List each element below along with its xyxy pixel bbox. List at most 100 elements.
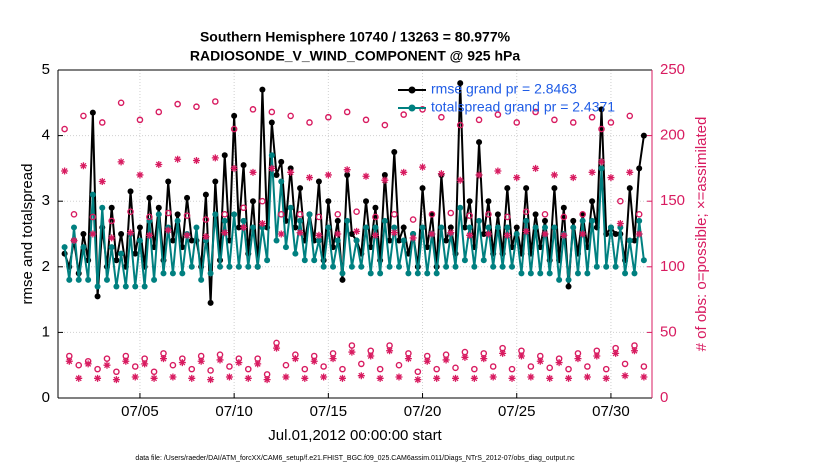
point (635, 230, 643, 238)
point (598, 106, 605, 113)
point (490, 263, 497, 270)
point (527, 363, 535, 370)
point (287, 112, 294, 120)
point (626, 237, 633, 244)
point (231, 211, 238, 218)
point (414, 376, 422, 384)
point (485, 198, 492, 205)
point (447, 209, 455, 217)
point (475, 116, 483, 124)
point (485, 224, 492, 231)
point (447, 224, 454, 231)
point (188, 237, 195, 244)
point (226, 263, 233, 270)
point (607, 119, 615, 126)
point (164, 226, 172, 234)
point (259, 197, 266, 205)
point (94, 374, 102, 382)
point (536, 357, 544, 365)
point (522, 208, 530, 215)
point (225, 373, 233, 381)
point (61, 167, 69, 175)
point (80, 112, 87, 120)
point (358, 360, 365, 368)
point (268, 152, 275, 159)
point (466, 198, 473, 205)
point (98, 178, 106, 186)
point (437, 170, 445, 178)
point (184, 194, 191, 201)
y2-tick-label: 100 (660, 258, 685, 275)
point (480, 355, 488, 363)
point (517, 352, 525, 360)
point (635, 211, 643, 218)
point (640, 257, 647, 264)
point (546, 364, 554, 372)
point (339, 270, 346, 277)
point (320, 363, 327, 370)
point (235, 224, 242, 231)
point (470, 374, 478, 382)
point (155, 108, 163, 116)
point (461, 257, 468, 264)
point (570, 224, 577, 231)
point (579, 230, 587, 238)
point (174, 217, 181, 224)
point (617, 197, 624, 205)
point (212, 178, 219, 185)
point (381, 171, 388, 178)
y-tick-label: 2 (42, 258, 50, 275)
point (537, 244, 544, 251)
point (555, 359, 563, 367)
point (306, 174, 314, 182)
point (456, 121, 464, 129)
point (419, 106, 426, 113)
point (504, 224, 511, 231)
point (588, 168, 596, 176)
point (457, 80, 464, 87)
point (89, 230, 97, 238)
point (494, 111, 502, 118)
point (466, 231, 474, 239)
point (489, 363, 497, 370)
point (499, 349, 507, 357)
point (108, 244, 115, 251)
point (103, 361, 111, 369)
legend-marker (408, 104, 416, 112)
point (174, 100, 181, 108)
point (301, 257, 308, 264)
point (85, 276, 92, 283)
point (574, 270, 581, 277)
point (551, 224, 558, 231)
point (400, 168, 408, 176)
point (296, 229, 304, 237)
point (245, 263, 252, 270)
point (150, 368, 158, 376)
point (207, 376, 215, 384)
point (362, 116, 370, 124)
point (616, 220, 624, 228)
point (480, 257, 487, 264)
point (390, 211, 398, 218)
point (202, 216, 210, 223)
point (602, 374, 610, 382)
point (240, 223, 248, 231)
point (103, 355, 111, 362)
point (118, 231, 125, 237)
point (598, 158, 606, 166)
point (89, 109, 96, 116)
point (518, 270, 525, 277)
point (622, 270, 629, 277)
point (315, 213, 323, 221)
y2-tick-label: 0 (660, 389, 668, 406)
point (348, 342, 356, 349)
point (579, 217, 586, 224)
point (325, 113, 332, 121)
x-axis-label: Jul.01,2012 00:00:00 start (268, 427, 442, 444)
point (301, 365, 309, 373)
point (259, 86, 266, 93)
point (98, 119, 106, 126)
point (188, 263, 195, 270)
point (235, 263, 242, 270)
point (70, 237, 78, 245)
